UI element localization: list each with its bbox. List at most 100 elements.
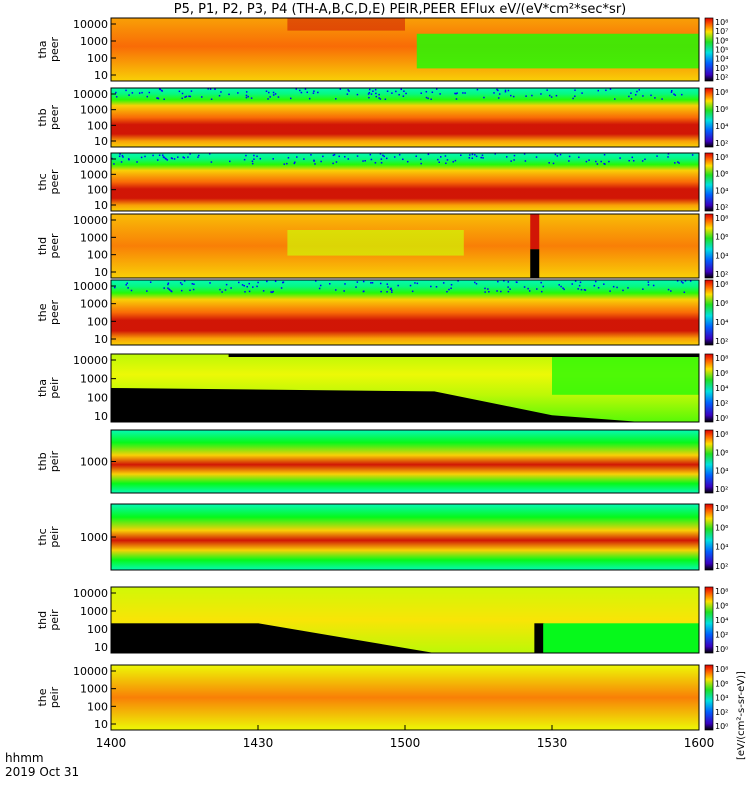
colorbar-tick-label: 10² bbox=[715, 708, 728, 717]
noise-dot bbox=[243, 158, 246, 161]
panel-product-label: peer bbox=[48, 300, 61, 326]
noise-dot bbox=[152, 154, 154, 157]
noise-dot bbox=[317, 91, 319, 94]
noise-dot bbox=[386, 291, 388, 293]
noise-dot bbox=[603, 162, 605, 165]
noise-dot bbox=[245, 96, 248, 99]
noise-dot bbox=[313, 160, 315, 162]
noise-dot bbox=[574, 89, 576, 91]
noise-dot bbox=[647, 284, 650, 286]
noise-dot bbox=[247, 95, 249, 98]
noise-dot bbox=[667, 153, 670, 155]
noise-dot bbox=[272, 91, 275, 94]
colorbar-tick-label: 10⁶ bbox=[715, 369, 728, 378]
noise-dot bbox=[588, 159, 590, 161]
noise-dot bbox=[450, 283, 453, 286]
noise-dot bbox=[238, 281, 240, 284]
colorbar-tick-label: 10² bbox=[715, 562, 728, 571]
y-tick-label: 1000 bbox=[80, 456, 108, 469]
noise-dot bbox=[678, 162, 680, 164]
noise-dot bbox=[448, 288, 450, 291]
panel-frame bbox=[110, 279, 700, 346]
noise-dot bbox=[245, 94, 248, 97]
noise-dot bbox=[270, 291, 272, 293]
noise-dot bbox=[368, 88, 371, 91]
x-tick-label: 1600 bbox=[684, 736, 715, 750]
panel-frame bbox=[110, 353, 700, 423]
y-tick-label: 1000 bbox=[80, 531, 108, 544]
noise-dot bbox=[552, 162, 555, 165]
noise-dot bbox=[556, 155, 559, 157]
noise-dot bbox=[237, 92, 239, 94]
colorbar-tick-label: 10⁶ bbox=[715, 36, 728, 45]
noise-dot bbox=[563, 288, 565, 291]
noise-dot bbox=[513, 159, 515, 161]
noise-dot bbox=[266, 280, 268, 283]
noise-dot bbox=[335, 161, 338, 163]
noise-dot bbox=[310, 154, 312, 156]
noise-dot bbox=[308, 97, 311, 100]
noise-dot bbox=[300, 91, 303, 94]
noise-dot bbox=[125, 89, 127, 92]
noise-dot bbox=[540, 290, 543, 293]
noise-dot bbox=[628, 159, 630, 162]
noise-dot bbox=[306, 91, 309, 94]
y-tick-label: 10000 bbox=[73, 587, 108, 600]
noise-dot bbox=[578, 284, 581, 287]
noise-dot bbox=[185, 95, 188, 98]
noise-dot bbox=[253, 158, 255, 160]
x-tick-label: 1500 bbox=[390, 736, 421, 750]
noise-dot bbox=[157, 97, 160, 100]
noise-dot bbox=[372, 90, 374, 92]
noise-dot bbox=[496, 88, 498, 91]
y-tick-label: 10 bbox=[94, 199, 108, 212]
colorbar bbox=[704, 87, 714, 148]
y-tick-label: 100 bbox=[87, 623, 108, 636]
noise-dot bbox=[191, 283, 194, 285]
colorbar bbox=[704, 503, 714, 571]
panel-probe-label: thc bbox=[36, 528, 49, 545]
colorbar-tick-label: 10⁴ bbox=[715, 384, 728, 393]
noise-dot bbox=[189, 153, 191, 155]
colorbar bbox=[704, 152, 714, 212]
noise-dot bbox=[312, 92, 315, 94]
colorbar-tick-label: 10² bbox=[715, 270, 728, 279]
noise-dot bbox=[574, 95, 576, 98]
noise-dot bbox=[180, 289, 183, 292]
panel-frame bbox=[110, 87, 700, 148]
noise-dot bbox=[595, 160, 597, 163]
noise-dot bbox=[560, 285, 562, 288]
noise-dot bbox=[440, 156, 442, 158]
noise-dot bbox=[170, 157, 173, 159]
noise-dot bbox=[267, 98, 269, 100]
noise-dot bbox=[379, 98, 382, 100]
data-gap bbox=[258, 623, 435, 653]
noise-dot bbox=[181, 283, 183, 286]
noise-dot bbox=[375, 95, 378, 98]
noise-dot bbox=[559, 153, 562, 156]
colorbar-tick-label: 10⁴ bbox=[715, 694, 728, 703]
noise-dot bbox=[380, 162, 383, 164]
data-gap bbox=[111, 388, 641, 422]
noise-dot bbox=[141, 91, 143, 94]
noise-dot bbox=[581, 92, 583, 94]
colorbar-tick-label: 10⁸ bbox=[715, 153, 728, 162]
noise-dot bbox=[536, 288, 538, 290]
noise-dot bbox=[579, 281, 582, 284]
noise-dot bbox=[442, 282, 445, 284]
y-tick-label: 10000 bbox=[73, 280, 108, 293]
noise-dot bbox=[546, 89, 548, 91]
noise-dot bbox=[314, 280, 317, 282]
colorbar-tick-label: 10⁶ bbox=[715, 602, 728, 611]
colorbar-tick-label: 10⁵ bbox=[715, 46, 728, 55]
noise-dot bbox=[444, 155, 447, 157]
noise-dot bbox=[411, 290, 414, 293]
noise-dot bbox=[420, 162, 422, 165]
noise-dot bbox=[313, 159, 315, 162]
noise-dot bbox=[339, 88, 342, 90]
noise-dot bbox=[482, 157, 484, 159]
noise-dot bbox=[118, 155, 121, 158]
colorbar-tick-label: 10⁴ bbox=[715, 318, 728, 327]
noise-dot bbox=[159, 88, 162, 91]
y-tick-label: 100 bbox=[87, 119, 108, 132]
